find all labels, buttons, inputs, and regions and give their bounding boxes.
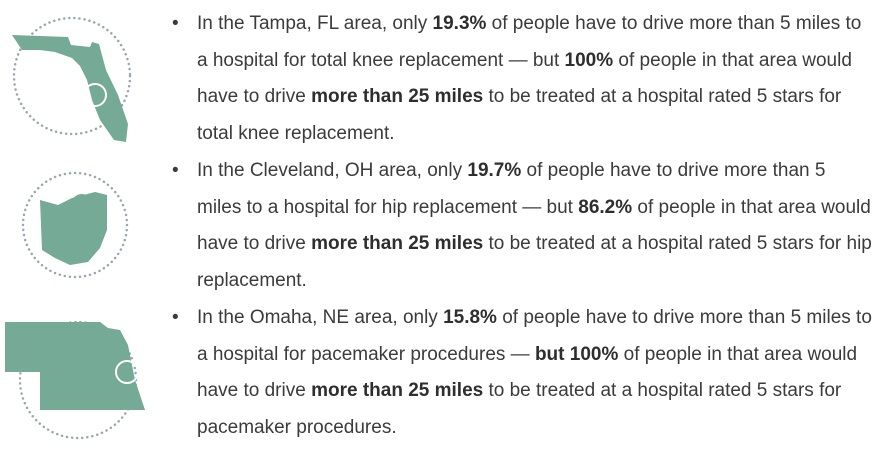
text: In the Omaha, NE area, only [197,307,444,328]
bold-text: more than 25 miles [311,86,484,107]
bold-text: 19.7% [467,160,522,181]
text: of people in that area would have to dri… [197,49,852,108]
bold-text: more than 25 miles [311,380,484,401]
bullet: • [172,13,179,34]
text: of people in that area would have to dri… [197,196,871,255]
bold-text: 19.3% [432,13,487,34]
text: In the Cleveland, OH area, only [197,160,468,181]
bullet-item: • In the Cleveland, OH area, only 19.7% o… [172,153,872,299]
nebraska-map [5,322,145,410]
ohio-map [40,192,107,265]
text: to be treated at a hospital rated 5 star… [197,86,842,144]
text: of people in that area would have to dri… [197,343,858,402]
text: In the Tampa, FL area, only [197,13,433,34]
text: of people have to drive more than 5 mile… [197,160,826,218]
bold-text: 100% [564,49,614,71]
item-text: In the Cleveland, OH area, only 19.7% of… [197,153,872,299]
location-marker [115,360,139,384]
text: to be treated at a hospital rated 5 star… [197,233,872,291]
bullet-item: • In the Tampa, FL area, only 19.3% of pe… [172,6,872,152]
bold-text: 15.8% [443,307,497,328]
location-marker [83,83,107,107]
bold-text: but 100% [534,343,619,365]
item-text: In the Tampa, FL area, only 19.3% of peo… [197,6,872,152]
text: to be treated at a hospital rated 5 star… [197,380,842,438]
map-icons [5,16,145,440]
dotted-ring [12,16,132,136]
text: of people have to drive more than 5 mile… [197,307,872,365]
florida-map [12,35,128,142]
bold-text: more than 25 miles [311,233,484,254]
dotted-ring [18,320,138,440]
item-text: In the Omaha, NE area, only 15.8% of peo… [197,300,872,446]
location-marker [71,194,93,216]
bullet: • [172,307,179,328]
text: of people have to drive more than 5 mile… [197,13,862,71]
bullet-item: • In the Omaha, NE area, only 15.8% of pe… [172,300,872,446]
dotted-ring [21,171,129,279]
bold-text: 86.2% [578,196,633,218]
bullet: • [172,160,179,181]
